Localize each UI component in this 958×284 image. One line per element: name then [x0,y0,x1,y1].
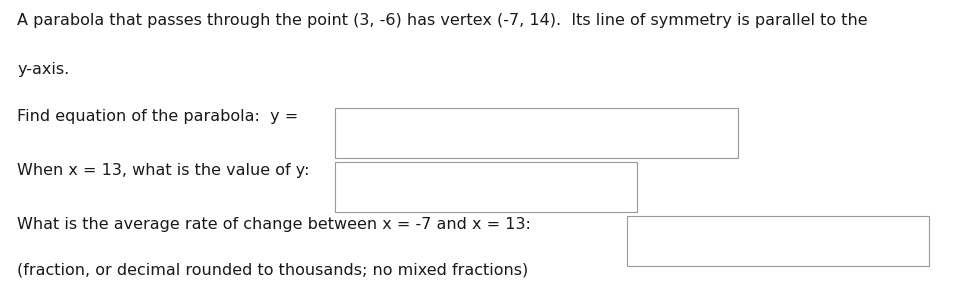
Text: What is the average rate of change between x = -7 and x = 13:: What is the average rate of change betwe… [17,217,531,232]
Text: (fraction, or decimal rounded to thousands; no mixed fractions): (fraction, or decimal rounded to thousan… [17,263,529,278]
FancyBboxPatch shape [627,216,929,266]
Text: Find equation of the parabola:  y =: Find equation of the parabola: y = [17,109,299,124]
Text: y-axis.: y-axis. [17,62,70,78]
FancyBboxPatch shape [335,162,637,212]
Text: When x = 13, what is the value of y:: When x = 13, what is the value of y: [17,163,309,178]
Text: A parabola that passes through the point (3, -6) has vertex (-7, 14).  Its line : A parabola that passes through the point… [17,13,868,28]
FancyBboxPatch shape [335,108,738,158]
